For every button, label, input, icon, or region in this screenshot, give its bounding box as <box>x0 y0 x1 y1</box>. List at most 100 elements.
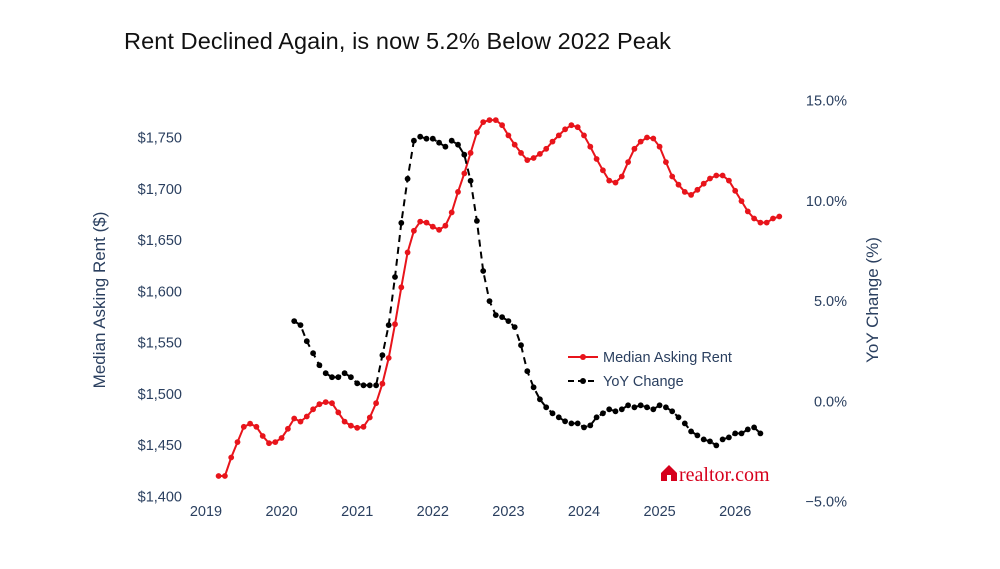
data-point <box>297 418 304 425</box>
data-point <box>549 138 556 145</box>
data-point <box>272 439 279 445</box>
data-point <box>234 439 241 445</box>
data-point <box>461 170 468 177</box>
data-point <box>637 402 644 409</box>
data-point <box>688 192 694 198</box>
data-point <box>511 141 518 148</box>
data-point <box>398 284 405 291</box>
data-point <box>316 401 323 408</box>
data-point <box>379 352 386 359</box>
data-point <box>486 117 493 123</box>
data-point <box>776 213 783 220</box>
data-point <box>600 167 606 174</box>
data-point <box>530 384 537 391</box>
data-point <box>322 370 329 377</box>
left-tick-label: $1,400 <box>138 490 182 506</box>
data-point <box>757 219 764 226</box>
series-layer <box>215 117 783 479</box>
data-point <box>322 399 329 405</box>
data-point <box>467 177 474 184</box>
data-point <box>669 408 676 415</box>
data-point <box>392 321 398 328</box>
data-point <box>631 404 638 411</box>
data-point <box>354 380 361 387</box>
data-point <box>644 134 650 141</box>
data-point <box>404 249 411 256</box>
right-tick-label: 0.0% <box>814 394 847 410</box>
left-tick-label: $1,600 <box>138 284 182 300</box>
data-point <box>732 430 739 437</box>
data-point <box>618 173 625 180</box>
data-point <box>555 132 562 139</box>
data-point <box>574 124 581 131</box>
data-point <box>429 135 436 142</box>
data-point <box>373 400 379 407</box>
data-point <box>259 433 266 439</box>
data-point <box>448 137 455 144</box>
x-tick-label: 2021 <box>341 504 373 520</box>
data-point <box>707 175 713 182</box>
data-point <box>537 151 543 157</box>
data-point <box>486 298 493 304</box>
data-point <box>518 342 524 349</box>
realtor-logo: realtor.com <box>661 464 770 486</box>
data-point <box>656 143 663 150</box>
data-point <box>744 208 751 215</box>
data-point <box>688 428 694 435</box>
data-point <box>625 159 631 166</box>
data-point <box>348 374 354 381</box>
data-point <box>303 338 310 345</box>
data-point <box>650 135 657 142</box>
x-tick-label: 2019 <box>190 504 222 520</box>
data-point <box>568 420 575 427</box>
data-point <box>341 418 348 425</box>
data-point <box>505 318 512 324</box>
data-point <box>669 173 676 180</box>
data-point <box>291 318 298 324</box>
legend-label-rent: Median Asking Rent <box>603 350 732 366</box>
data-point <box>631 145 638 152</box>
data-point <box>411 227 417 234</box>
data-point <box>228 454 235 461</box>
data-point <box>417 218 424 225</box>
chart-title: Rent Declined Again, is now 5.2% Below 2… <box>124 28 671 54</box>
data-point <box>612 179 619 186</box>
data-point <box>537 396 543 403</box>
data-point <box>562 418 568 425</box>
data-point <box>505 132 512 139</box>
data-point <box>719 436 726 443</box>
data-point <box>442 143 449 150</box>
data-point <box>738 430 745 437</box>
data-point <box>297 322 304 328</box>
data-point <box>644 404 650 411</box>
series-rent <box>215 117 783 479</box>
data-point <box>253 423 260 430</box>
data-point <box>694 432 701 439</box>
data-point <box>700 436 707 443</box>
data-point <box>335 374 342 381</box>
data-point <box>543 404 550 411</box>
realtor-logo-text: realtor.com <box>679 464 770 486</box>
data-point <box>285 425 291 432</box>
data-point <box>448 209 455 216</box>
data-point <box>593 156 600 162</box>
data-point <box>581 132 587 139</box>
data-point <box>751 424 757 431</box>
data-point <box>524 368 531 375</box>
data-point <box>625 402 631 409</box>
series-yoy <box>291 133 764 449</box>
data-point <box>266 440 272 447</box>
data-point <box>385 322 392 328</box>
data-point <box>480 119 487 125</box>
data-point <box>524 157 531 164</box>
left-tick-label: $1,750 <box>138 131 182 147</box>
data-point <box>726 177 732 184</box>
data-point <box>549 410 556 417</box>
data-point <box>360 423 367 430</box>
right-tick-label: 5.0% <box>814 294 847 310</box>
data-point <box>411 137 417 144</box>
data-point <box>392 274 398 280</box>
data-point <box>366 414 373 421</box>
data-point <box>480 268 487 274</box>
data-point <box>310 406 316 413</box>
